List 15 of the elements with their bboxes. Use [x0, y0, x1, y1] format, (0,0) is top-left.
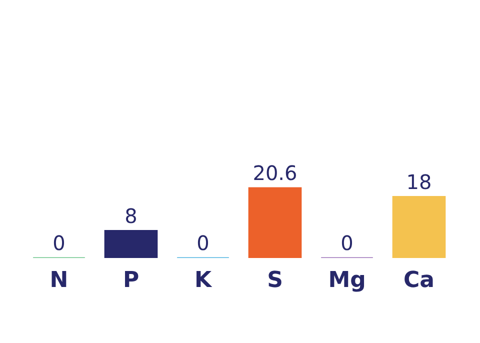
data-label: 0 [52, 231, 66, 255]
data-label: 20.6 [252, 160, 298, 185]
bar [392, 196, 446, 258]
x-tick-label: K [194, 268, 212, 293]
x-tick-label: P [122, 268, 140, 293]
data-label: 0 [196, 231, 210, 255]
bar [104, 230, 158, 258]
bar [248, 187, 302, 258]
x-tick-label: S [267, 268, 283, 293]
data-label: 18 [406, 170, 432, 194]
x-tick-label: N [50, 268, 68, 293]
x-tick-label: Ca [404, 268, 434, 293]
x-tick-label: Mg [328, 268, 366, 293]
data-label: 0 [340, 231, 354, 255]
data-label: 8 [124, 204, 138, 228]
